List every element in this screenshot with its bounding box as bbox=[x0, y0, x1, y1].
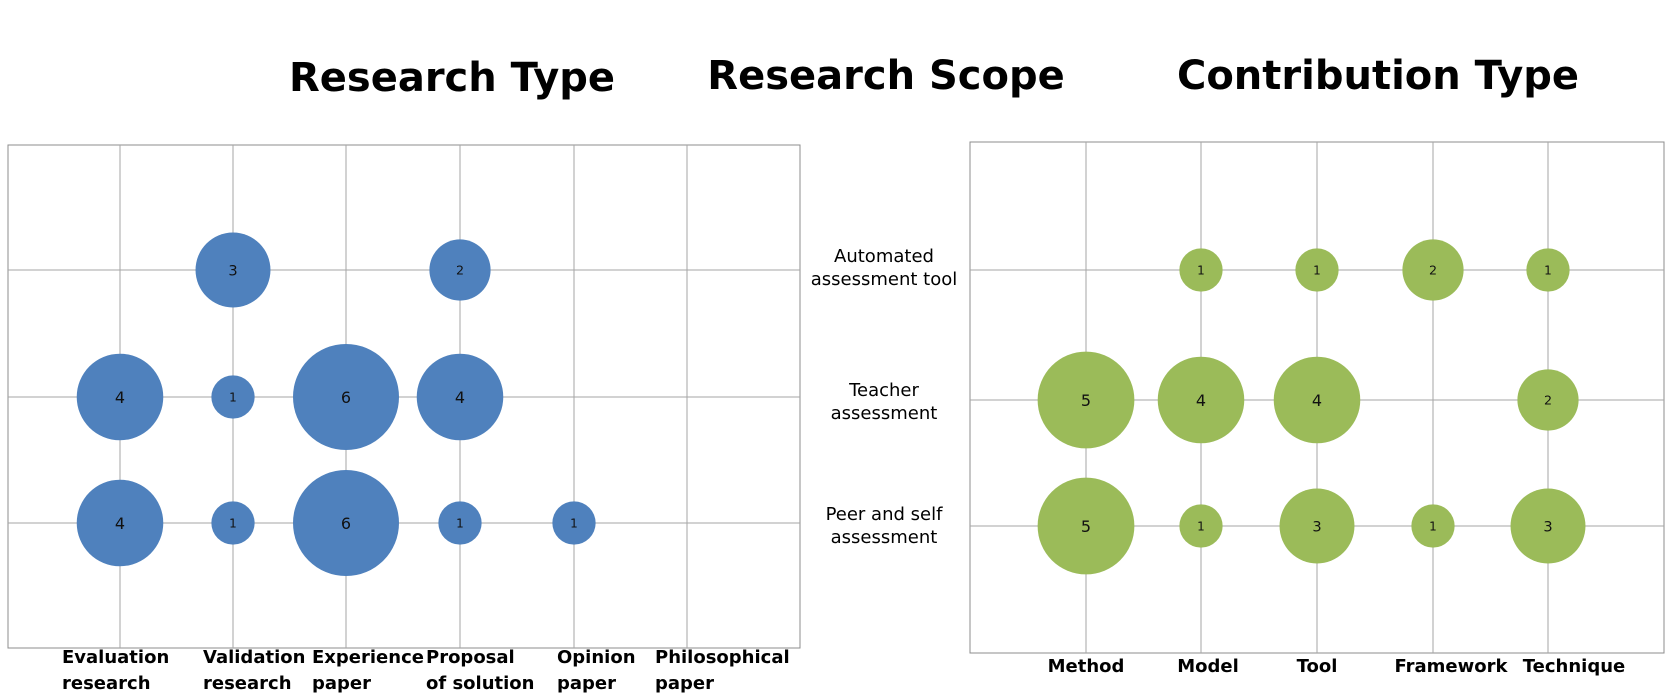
bubble-value-label: 1 bbox=[229, 516, 237, 530]
x-tick-label: Evaluation bbox=[62, 647, 169, 668]
y-row-label: assessment bbox=[831, 403, 938, 424]
bubble-value-label: 4 bbox=[115, 388, 125, 407]
x-tick-label: research bbox=[203, 673, 292, 694]
bubble bbox=[552, 501, 596, 545]
x-tick-label: Proposal bbox=[426, 647, 515, 668]
bubble-value-label: 6 bbox=[341, 388, 351, 407]
bubble bbox=[1295, 248, 1339, 292]
bubble-value-label: 1 bbox=[1313, 263, 1321, 277]
x-tick-label: of solution bbox=[426, 673, 534, 694]
bubble-value-label: 1 bbox=[1429, 519, 1437, 533]
bubble bbox=[1510, 488, 1586, 564]
bubble-value-label: 2 bbox=[1429, 263, 1437, 278]
x-tick-label: Opinion bbox=[557, 647, 636, 668]
bubble bbox=[76, 353, 164, 441]
bubble bbox=[1526, 248, 1570, 292]
bubble-panel-research-type: 3 24 1 6 44 1 6 1 1EvaluationresearchValidationr… bbox=[7, 144, 801, 694]
bubble bbox=[211, 501, 255, 545]
bubble bbox=[1273, 356, 1361, 444]
x-tick-label: Validation bbox=[203, 647, 305, 668]
y-row-label: Teacher bbox=[848, 380, 919, 401]
bubble bbox=[438, 501, 482, 545]
x-tick-label: Framework bbox=[1395, 656, 1509, 677]
bubble-value-label: 4 bbox=[115, 514, 125, 533]
bubble-value-label: 1 bbox=[1197, 263, 1205, 277]
x-tick-label: paper bbox=[655, 673, 714, 694]
x-tick-label: research bbox=[62, 673, 151, 694]
bubble bbox=[211, 375, 255, 419]
x-tick-label: Method bbox=[1048, 656, 1125, 677]
y-row-label: assessment tool bbox=[811, 269, 958, 290]
bubble bbox=[1279, 488, 1355, 564]
bubble bbox=[1157, 356, 1245, 444]
bubble-value-label: 2 bbox=[1544, 393, 1552, 408]
x-tick-label: Philosophical bbox=[655, 647, 790, 668]
bubble-value-label: 4 bbox=[455, 388, 465, 407]
bubble bbox=[293, 470, 399, 576]
bubble-value-label: 3 bbox=[1312, 518, 1321, 535]
bubble bbox=[1179, 504, 1223, 548]
x-tick-label: Technique bbox=[1523, 656, 1625, 677]
x-tick-label: Experience bbox=[312, 647, 424, 668]
bubble bbox=[1517, 369, 1579, 431]
bubble bbox=[76, 479, 164, 567]
bubble-value-label: 4 bbox=[1196, 391, 1206, 410]
bubble-panel-contribution-type: 1 1 2 1 5 4 4 2 5 1 3 1 3 Method Model Tool Framework Tec… bbox=[969, 141, 1665, 677]
contribution-type-title: Contribution Type bbox=[1176, 53, 1580, 99]
bubble-value-label: 5 bbox=[1081, 517, 1091, 536]
bubble-value-label: 6 bbox=[341, 514, 351, 533]
y-row-label: assessment bbox=[831, 527, 938, 548]
bubble bbox=[1037, 351, 1135, 449]
bubble-value-label: 1 bbox=[456, 516, 464, 530]
bubble-value-label: 1 bbox=[1197, 519, 1205, 533]
bubble-value-label: 3 bbox=[228, 262, 237, 279]
bubble bbox=[1037, 477, 1135, 575]
bubble bbox=[1411, 504, 1455, 548]
y-row-label: Automated bbox=[834, 246, 934, 267]
research-scope-title: Research Scope bbox=[707, 53, 1065, 99]
bubble bbox=[293, 344, 399, 450]
bubble bbox=[429, 239, 491, 301]
x-tick-label: paper bbox=[557, 673, 616, 694]
bubble-value-label: 2 bbox=[456, 263, 464, 278]
research-type-title: Research Type bbox=[288, 55, 616, 101]
bubble bbox=[1179, 248, 1223, 292]
bubble-value-label: 1 bbox=[1544, 263, 1552, 277]
bubble-value-label: 1 bbox=[229, 390, 237, 404]
x-tick-label: Tool bbox=[1297, 656, 1338, 677]
bubble bbox=[1402, 239, 1464, 301]
bubble-value-label: 3 bbox=[1543, 518, 1552, 535]
x-tick-label: Model bbox=[1177, 656, 1239, 677]
bubble-value-label: 1 bbox=[570, 516, 578, 530]
bubble-value-label: 4 bbox=[1312, 391, 1322, 410]
bubble-value-label: 5 bbox=[1081, 391, 1091, 410]
x-tick-label: paper bbox=[312, 673, 371, 694]
y-row-label: Peer and self bbox=[826, 504, 944, 525]
bubble bbox=[416, 353, 504, 441]
bubble bbox=[195, 232, 271, 308]
